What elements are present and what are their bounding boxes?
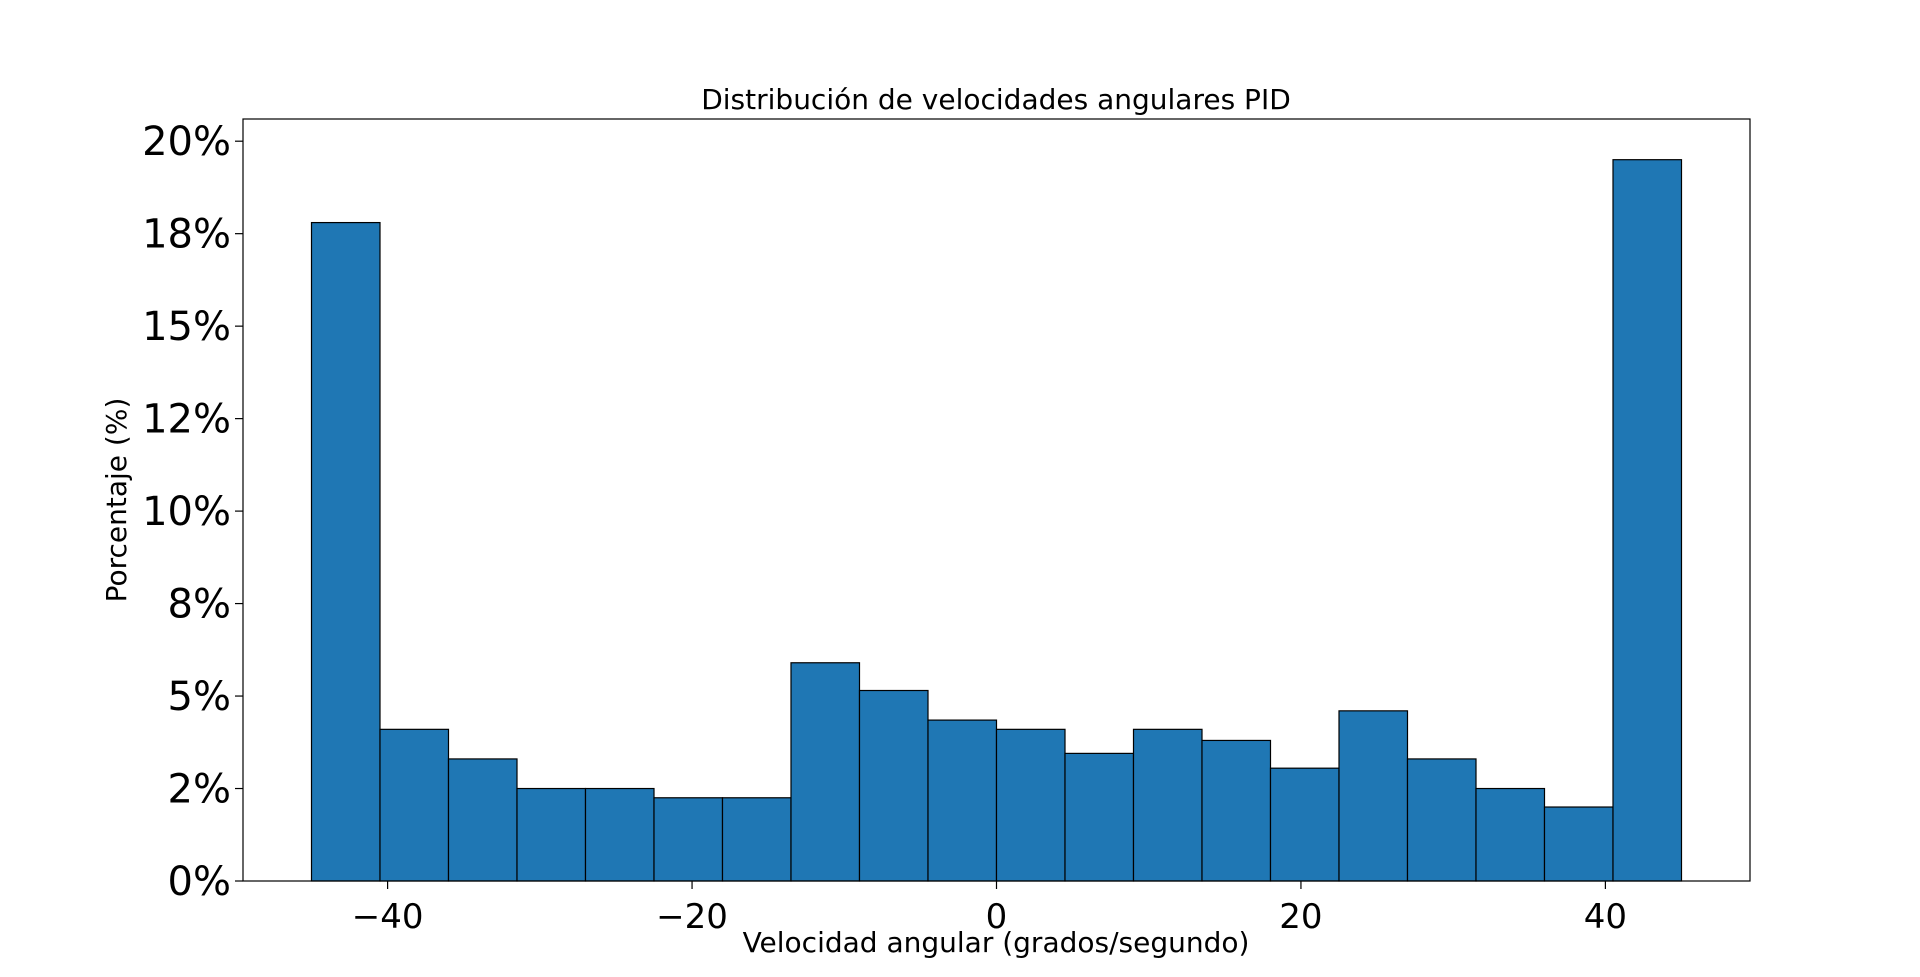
histogram-bar — [447, 758, 518, 882]
y-tick-label: 10% — [142, 489, 231, 535]
histogram-bar — [584, 787, 655, 882]
histogram-bar — [1269, 767, 1340, 882]
x-tick-label: 40 — [1584, 897, 1627, 937]
x-tick-label: 0 — [986, 897, 1008, 937]
chart-title: Distribución de velocidades angulares PI… — [701, 83, 1291, 116]
x-tick-label: 20 — [1279, 897, 1322, 937]
histogram-bar — [721, 797, 792, 882]
histogram-bar — [1132, 728, 1203, 882]
bars-group — [310, 159, 1683, 882]
y-tick-label: 12% — [142, 397, 231, 443]
y-axis-label: Porcentaje (%) — [100, 398, 133, 603]
histogram-bar — [995, 728, 1066, 882]
histogram-bar — [653, 797, 724, 882]
y-axis: 0% 2% 5% 8% 10% 12% 15% 18% 20% — [142, 119, 243, 905]
histogram-bar — [1543, 806, 1614, 882]
histogram-bar — [927, 719, 998, 882]
histogram-bar — [1475, 787, 1546, 882]
y-tick-label: 8% — [168, 582, 231, 628]
histogram-bar — [516, 787, 587, 882]
y-tick-label: 2% — [168, 767, 231, 813]
histogram-bar — [1612, 159, 1683, 882]
histogram-bar — [858, 689, 929, 882]
histogram-bar — [1406, 758, 1477, 882]
x-axis-label: Velocidad angular (grados/segundo) — [743, 926, 1250, 959]
histogram-bar — [310, 221, 381, 882]
y-tick-label: 18% — [142, 212, 231, 258]
y-tick-label: 0% — [168, 859, 231, 905]
y-tick-label: 15% — [142, 304, 231, 350]
histogram-bar — [790, 662, 861, 882]
x-tick-label: −20 — [656, 897, 728, 937]
histogram-bar — [1338, 710, 1409, 882]
histogram-bar — [1201, 739, 1272, 882]
x-tick-label: −40 — [352, 897, 424, 937]
x-axis: −40 −20 0 20 40 — [352, 881, 1627, 937]
y-tick-label: 20% — [142, 119, 231, 165]
histogram-bar — [379, 728, 450, 882]
histogram-bar — [1064, 752, 1135, 882]
y-tick-label: 5% — [168, 674, 231, 720]
